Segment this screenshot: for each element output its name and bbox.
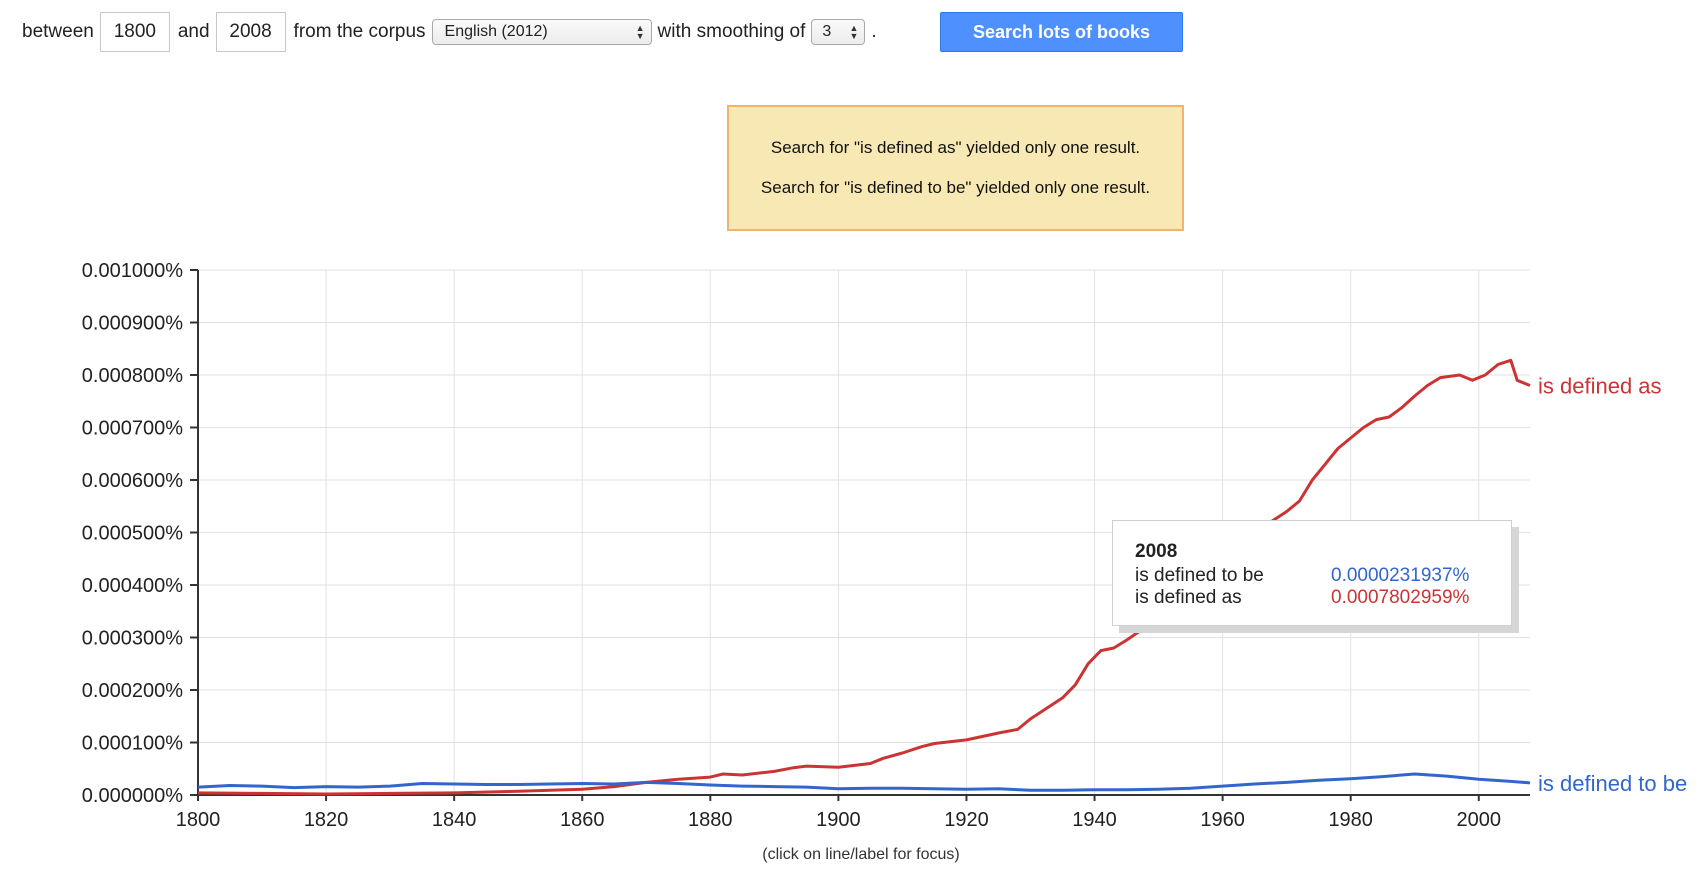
y-tick-label: 0.000900%	[82, 313, 183, 335]
search-button[interactable]: Search lots of books	[940, 12, 1183, 52]
focus-hint: (click on line/label for focus)	[762, 846, 960, 863]
tooltip-series-name: is defined as	[1135, 587, 1242, 608]
x-tick-label: 1940	[1072, 809, 1117, 831]
smoothing-value: 3	[822, 23, 832, 40]
x-tick-label: 1820	[304, 809, 349, 831]
series-label-is-defined-as: is defined as	[1538, 374, 1662, 399]
x-tick-label: 1800	[176, 809, 221, 831]
y-tick-label: 0.000700%	[82, 418, 183, 440]
select-arrows-icon: ▲ ▼	[635, 23, 645, 41]
series-line-is-defined-as	[197, 358, 1531, 796]
y-tick-label: 0.000100%	[82, 733, 183, 755]
y-tick-label: 0.000400%	[82, 575, 183, 597]
series-label-is-defined-to-be: is defined to be	[1538, 771, 1687, 796]
x-tick-label: 2000	[1457, 809, 1502, 831]
end-year-input[interactable]: 2008	[215, 12, 286, 52]
y-tick-label: 0.000800%	[82, 365, 183, 387]
y-tick-label: 0.000000%	[82, 785, 183, 807]
x-tick-label: 1980	[1328, 809, 1373, 831]
and-label: and	[177, 21, 210, 42]
y-tick-label: 0.000600%	[82, 470, 183, 492]
x-tick-label: 1880	[688, 809, 733, 831]
tooltip-series-value: 0.0007802959%	[1331, 587, 1470, 608]
y-tick-label: 0.000200%	[82, 680, 183, 702]
hover-tooltip: 2008 is defined to be 0.0000231937% is d…	[1112, 520, 1512, 626]
x-tick-label: 1920	[944, 809, 989, 831]
tooltip-series-value: 0.0000231937%	[1331, 565, 1470, 586]
notice-line: Search for "is defined to be" yielded on…	[760, 178, 1151, 197]
period-label: .	[871, 21, 877, 42]
y-tick-label: 0.001000%	[82, 260, 183, 282]
corpus-label: from the corpus	[293, 21, 426, 42]
tooltip-series-name: is defined to be	[1135, 565, 1264, 586]
y-tick-label: 0.000500%	[82, 523, 183, 545]
smoothing-select[interactable]: 3 ▲ ▼	[811, 19, 866, 45]
x-tick-label: 1840	[432, 809, 477, 831]
notice-line: Search for "is defined as" yielded only …	[770, 138, 1141, 157]
y-tick-label: 0.000300%	[82, 628, 183, 650]
notice-box: Search for "is defined as" yielded only …	[727, 105, 1184, 231]
corpus-select[interactable]: English (2012) ▲ ▼	[431, 19, 652, 45]
x-tick-label: 1960	[1200, 809, 1245, 831]
tooltip-year: 2008	[1135, 541, 1178, 562]
series-line-is-defined-to-be	[197, 772, 1531, 792]
start-year-input[interactable]: 1800	[99, 12, 170, 52]
corpus-value: English (2012)	[444, 23, 548, 40]
smoothing-label: with smoothing of	[657, 21, 806, 42]
between-label: between	[22, 21, 94, 42]
x-tick-label: 1900	[816, 809, 861, 831]
query-controls: between 1800 and 2008 from the corpus En…	[22, 12, 883, 52]
x-tick-label: 1860	[560, 809, 605, 831]
select-arrows-icon: ▲ ▼	[849, 23, 859, 41]
